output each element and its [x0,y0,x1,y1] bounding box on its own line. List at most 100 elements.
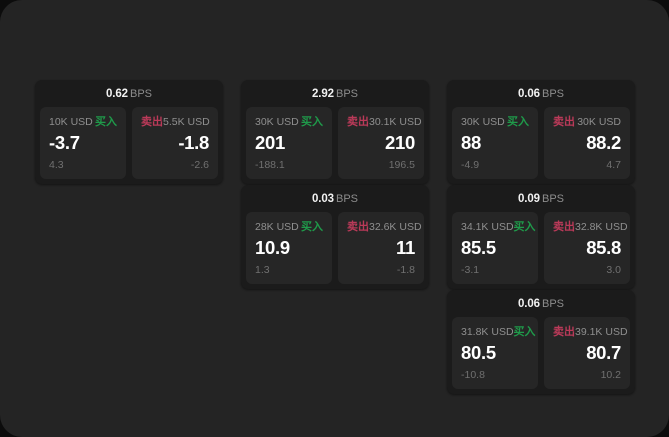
sell-delta: 4.7 [606,159,621,171]
sell-header: 卖出 5.5K USD [141,115,210,129]
buy-header: 30K USD 买入 [255,115,323,129]
buy-action-label: 买入 [301,115,323,128]
sell-panel[interactable]: 卖出 32.6K USD 11 -1.8 [338,212,424,284]
spread-card[interactable]: 0.62 BPS 10K USD 买入 -3.7 4.3 卖出 [35,80,223,184]
bps-header: 2.92 BPS [246,87,424,101]
sides-row: 30K USD 买入 201 -188.1 卖出 30.1K USD 210 1… [246,107,424,179]
buy-price: 85.5 [461,237,496,258]
sell-panel[interactable]: 卖出 30K USD 88.2 4.7 [544,107,630,179]
sell-price: 210 [385,132,415,153]
buy-header: 34.1K USD 买入 [461,220,536,234]
sell-panel[interactable]: 卖出 30.1K USD 210 196.5 [338,107,424,179]
buy-action-label: 买入 [513,325,536,338]
buy-delta: -188.1 [255,159,285,171]
buy-delta: -10.8 [461,369,485,381]
buy-panel[interactable]: 30K USD 买入 201 -188.1 [246,107,332,179]
buy-panel[interactable]: 30K USD 买入 88 -4.9 [452,107,538,179]
sell-action-label: 卖出 [347,220,369,233]
buy-panel[interactable]: 31.8K USD 买入 80.5 -10.8 [452,317,538,389]
buy-size-label: 34.1K USD [461,220,514,233]
sell-header: 卖出 39.1K USD [553,325,628,339]
sell-size-label: 39.1K USD [575,325,628,338]
spread-card[interactable]: 2.92 BPS 30K USD 买入 201 -188.1 卖出 [241,80,429,184]
buy-action-label: 买入 [513,220,536,233]
bps-value: 2.92 [312,88,334,100]
sell-delta: 3.0 [606,264,621,276]
bps-value: 0.06 [518,88,540,100]
bps-unit: BPS [541,193,564,205]
sell-action-label: 卖出 [553,325,575,338]
sides-row: 34.1K USD 买入 85.5 -3.1 卖出 32.8K USD 85.8… [452,212,630,284]
bps-unit: BPS [335,193,358,205]
buy-delta: 4.3 [49,159,64,171]
sell-header: 卖出 30K USD [553,115,621,129]
buy-price: 88 [461,132,481,153]
spread-board: 0.62 BPS 10K USD 买入 -3.7 4.3 卖出 [35,80,635,394]
spread-card[interactable]: 0.06 BPS 30K USD 买入 88 -4.9 卖出 [447,80,635,184]
buy-header: 10K USD 买入 [49,115,117,129]
sell-panel[interactable]: 卖出 39.1K USD 80.7 10.2 [544,317,630,389]
bps-header: 0.06 BPS [452,297,630,311]
buy-price: -3.7 [49,132,80,153]
sell-action-label: 卖出 [553,115,575,128]
bps-header: 0.62 BPS [40,87,218,101]
buy-price: 80.5 [461,342,496,363]
buy-panel[interactable]: 10K USD 买入 -3.7 4.3 [40,107,126,179]
buy-header: 30K USD 买入 [461,115,529,129]
buy-price: 201 [255,132,285,153]
bps-header: 0.09 BPS [452,192,630,206]
sides-row: 28K USD 买入 10.9 1.3 卖出 32.6K USD 11 -1.8 [246,212,424,284]
sides-row: 10K USD 买入 -3.7 4.3 卖出 5.5K USD -1.8 -2.… [40,107,218,179]
sell-action-label: 卖出 [553,220,575,233]
sell-price: 11 [396,237,415,258]
sides-row: 30K USD 买入 88 -4.9 卖出 30K USD 88.2 4.7 [452,107,630,179]
sell-delta: -2.6 [190,159,209,171]
bps-unit: BPS [129,88,152,100]
buy-action-label: 买入 [301,220,323,233]
spread-card[interactable]: 0.06 BPS 31.8K USD 买入 80.5 -10.8 卖出 [447,290,635,394]
bps-header: 0.03 BPS [246,192,424,206]
buy-panel[interactable]: 34.1K USD 买入 85.5 -3.1 [452,212,538,284]
sides-row: 31.8K USD 买入 80.5 -10.8 卖出 39.1K USD 80.… [452,317,630,389]
spread-card[interactable]: 0.03 BPS 28K USD 买入 10.9 1.3 卖出 [241,185,429,289]
buy-size-label: 28K USD [255,220,299,233]
bps-unit: BPS [541,88,564,100]
buy-size-label: 10K USD [49,115,93,128]
sell-header: 卖出 32.6K USD [347,220,422,234]
sell-header: 卖出 30.1K USD [347,115,422,129]
sell-size-label: 30.1K USD [369,115,422,128]
sell-action-label: 卖出 [347,115,369,128]
sell-price: 85.8 [586,237,621,258]
sell-action-label: 卖出 [141,115,163,128]
bps-value: 0.62 [106,88,128,100]
buy-action-label: 买入 [507,115,529,128]
sell-delta: 196.5 [388,159,415,171]
sell-price: 88.2 [586,132,621,153]
bps-header: 0.06 BPS [452,87,630,101]
buy-delta: -4.9 [461,159,480,171]
sell-size-label: 5.5K USD [163,115,210,128]
buy-delta: -3.1 [461,264,480,276]
sell-header: 卖出 32.8K USD [553,220,628,234]
sell-panel[interactable]: 卖出 5.5K USD -1.8 -2.6 [132,107,218,179]
bps-value: 0.03 [312,193,334,205]
sell-delta: -1.8 [396,264,415,276]
bps-value: 0.06 [518,298,540,310]
buy-panel[interactable]: 28K USD 买入 10.9 1.3 [246,212,332,284]
sell-size-label: 32.8K USD [575,220,628,233]
buy-size-label: 31.8K USD [461,325,514,338]
buy-action-label: 买入 [95,115,117,128]
buy-price: 10.9 [255,237,290,258]
buy-header: 31.8K USD 买入 [461,325,536,339]
sell-delta: 10.2 [600,369,621,381]
sell-panel[interactable]: 卖出 32.8K USD 85.8 3.0 [544,212,630,284]
buy-size-label: 30K USD [255,115,299,128]
buy-delta: 1.3 [255,264,270,276]
buy-header: 28K USD 买入 [255,220,323,234]
sell-size-label: 30K USD [577,115,621,128]
bps-value: 0.09 [518,193,540,205]
buy-size-label: 30K USD [461,115,505,128]
spread-card[interactable]: 0.09 BPS 34.1K USD 买入 85.5 -3.1 卖出 [447,185,635,289]
sell-price: 80.7 [586,342,621,363]
